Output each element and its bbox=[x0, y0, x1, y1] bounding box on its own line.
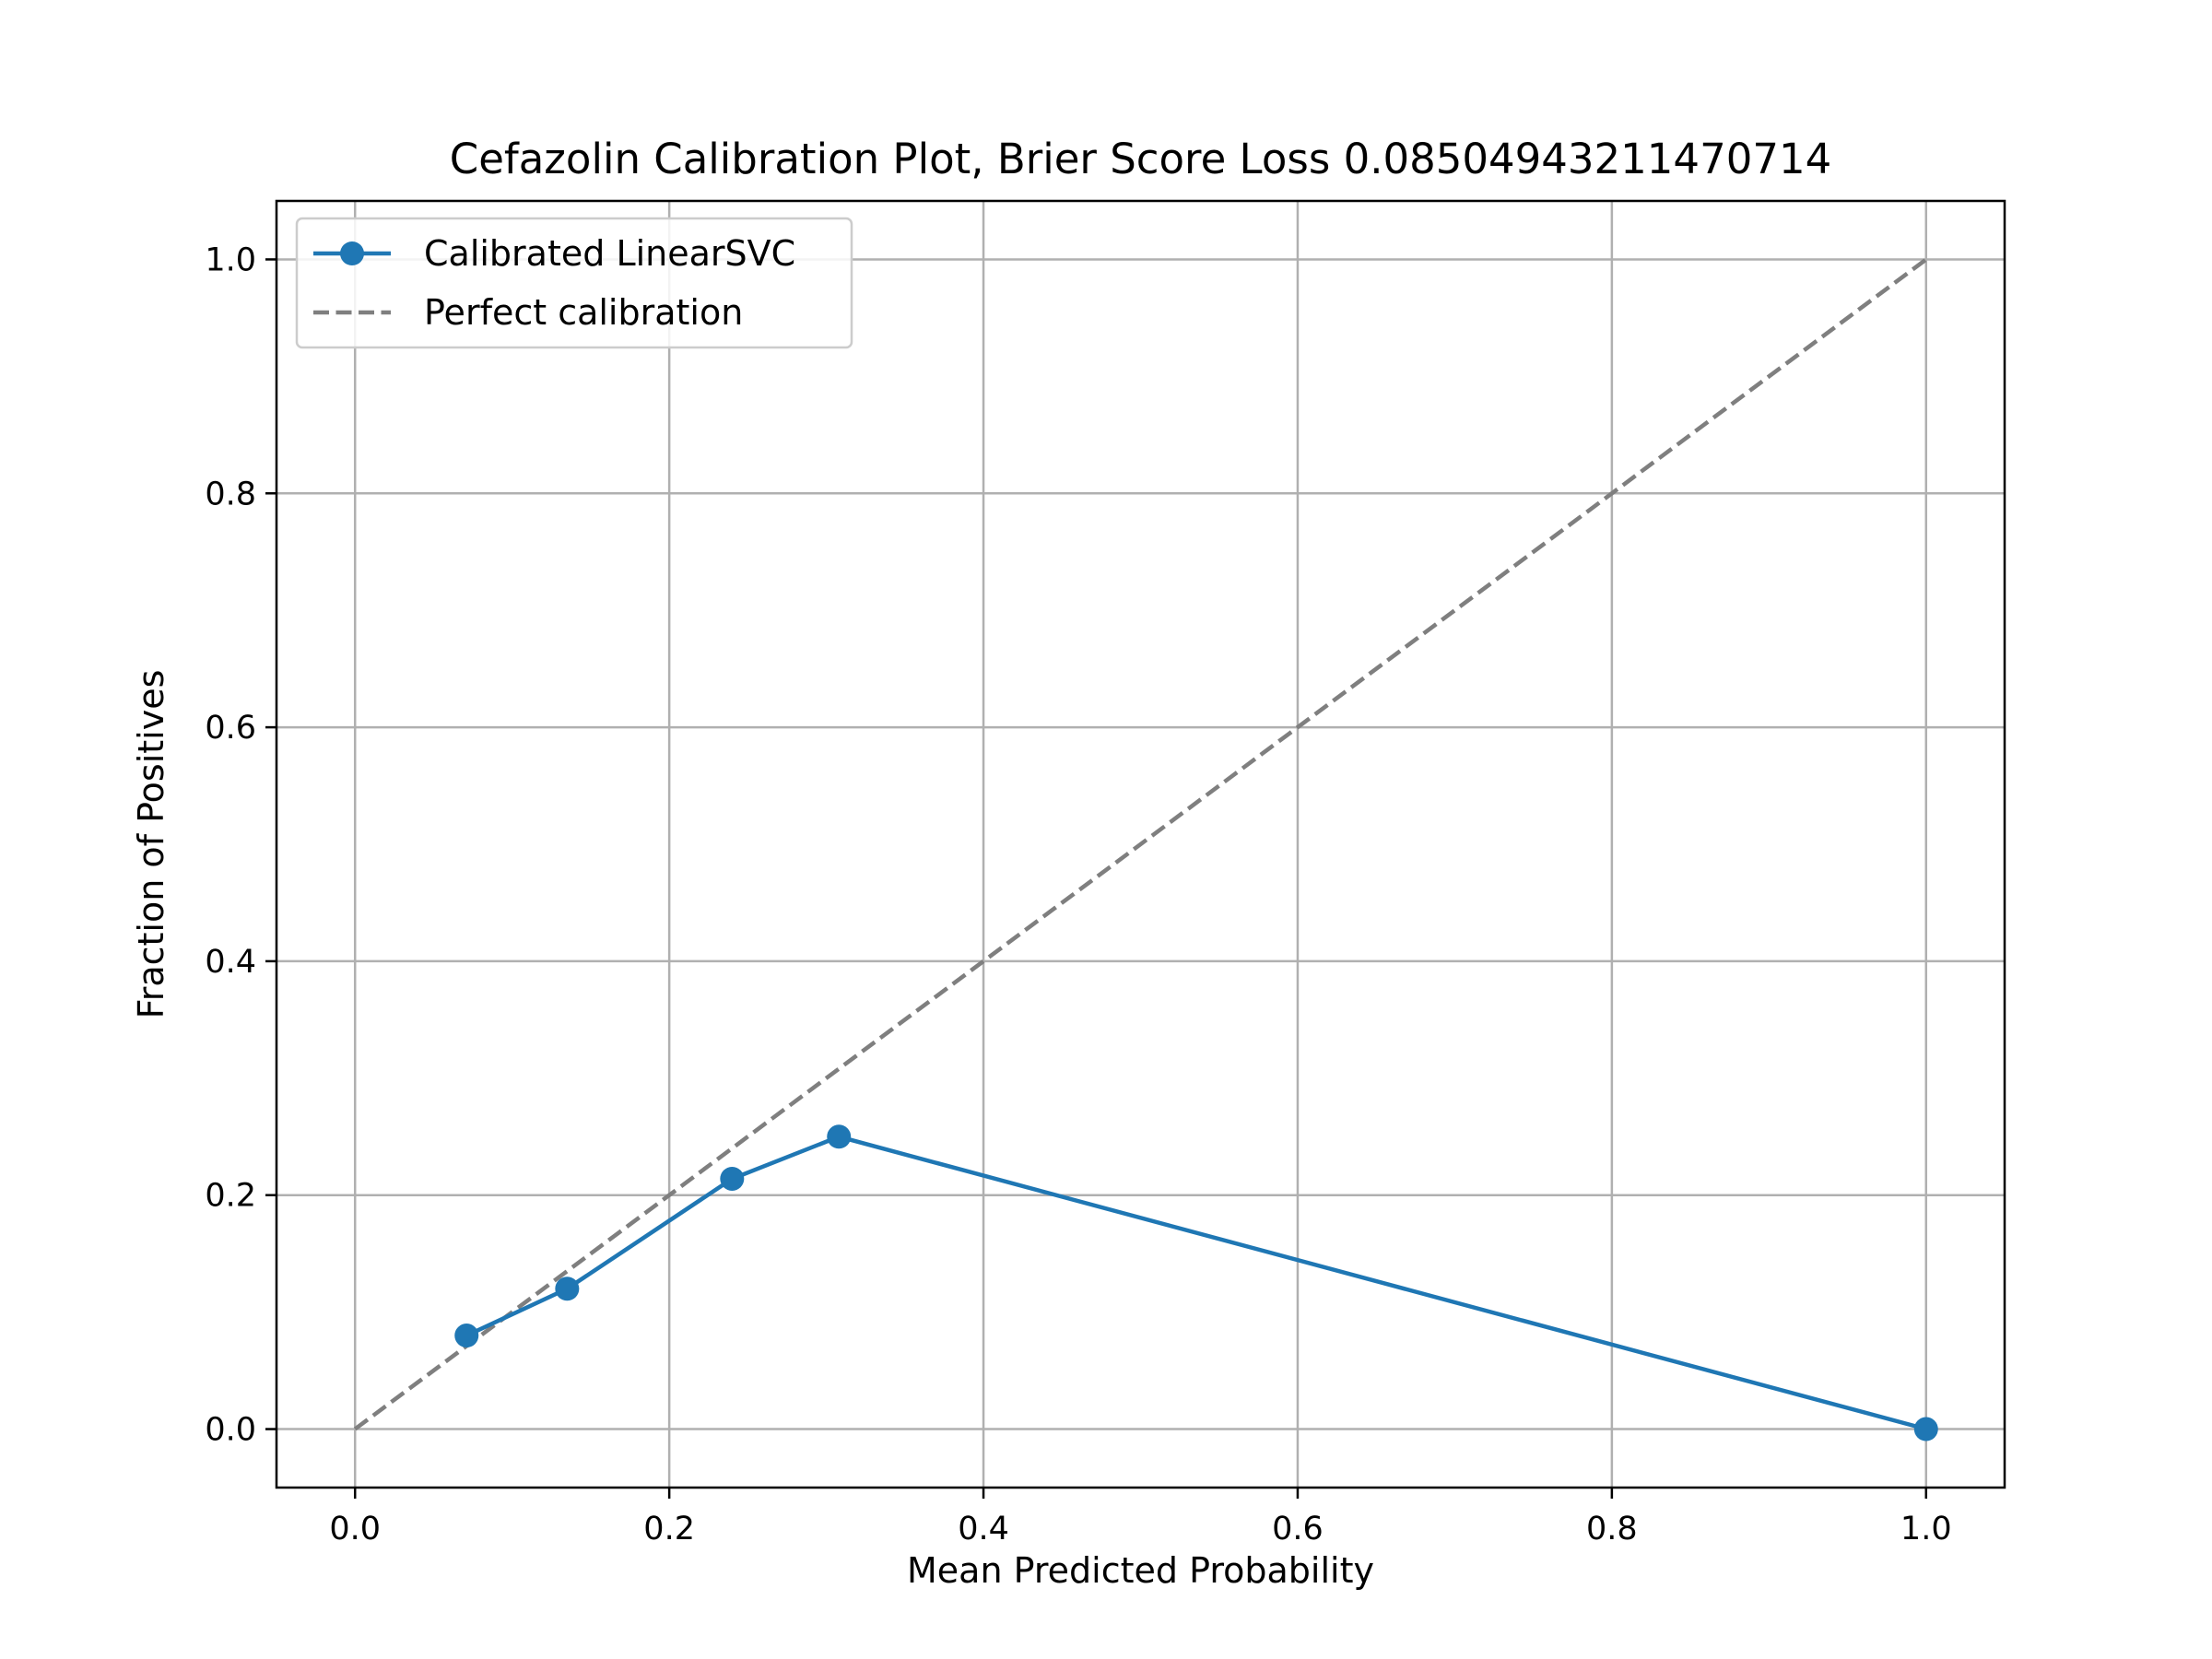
x-axis-label: Mean Predicted Probability bbox=[907, 1550, 1374, 1591]
calibrated-linearsvc-point bbox=[720, 1166, 745, 1191]
x-tick-label: 0.8 bbox=[1586, 1511, 1638, 1547]
perfect-calibration-line bbox=[353, 257, 1928, 1431]
grid bbox=[276, 201, 2005, 1488]
y-tick-label: 0.2 bbox=[205, 1178, 256, 1215]
calibrated-linearsvc-point bbox=[454, 1324, 479, 1348]
calibrated-linearsvc-point bbox=[555, 1277, 580, 1301]
legend-swatch-marker bbox=[340, 241, 364, 265]
y-tick-label: 0.8 bbox=[205, 476, 256, 512]
x-tick-label: 0.2 bbox=[643, 1511, 695, 1547]
legend-box bbox=[295, 217, 853, 349]
y-tick-label: 0.0 bbox=[205, 1412, 256, 1449]
x-tick-label: 0.4 bbox=[958, 1511, 1009, 1547]
y-tick-label: 0.6 bbox=[205, 710, 256, 747]
calibrated-linearsvc-point bbox=[827, 1124, 852, 1149]
chart-title: Cefazolin Calibration Plot, Brier Score … bbox=[450, 135, 1831, 183]
series-layer bbox=[353, 257, 1938, 1441]
y-tick-label: 1.0 bbox=[205, 241, 256, 278]
plot-frame bbox=[275, 199, 2006, 1489]
ticks: 0.0 0.2 0.4 0.6 0.8 1.0 0.0 0.2 0.4 0.6 0.8 1.0 bbox=[205, 241, 1951, 1547]
y-axis-label: Fraction of Positives bbox=[131, 670, 171, 1019]
x-tick-label: 0.0 bbox=[329, 1511, 381, 1547]
x-tick-label: 1.0 bbox=[1900, 1511, 1952, 1547]
legend: Calibrated LinearSVC Perfect calibration bbox=[295, 217, 853, 349]
legend-label: Calibrated LinearSVC bbox=[424, 233, 795, 274]
calibrated-linearsvc-point bbox=[1913, 1417, 1938, 1441]
y-tick-label: 0.4 bbox=[205, 944, 256, 981]
x-tick-label: 0.6 bbox=[1272, 1511, 1324, 1547]
legend-label: Perfect calibration bbox=[424, 292, 743, 333]
